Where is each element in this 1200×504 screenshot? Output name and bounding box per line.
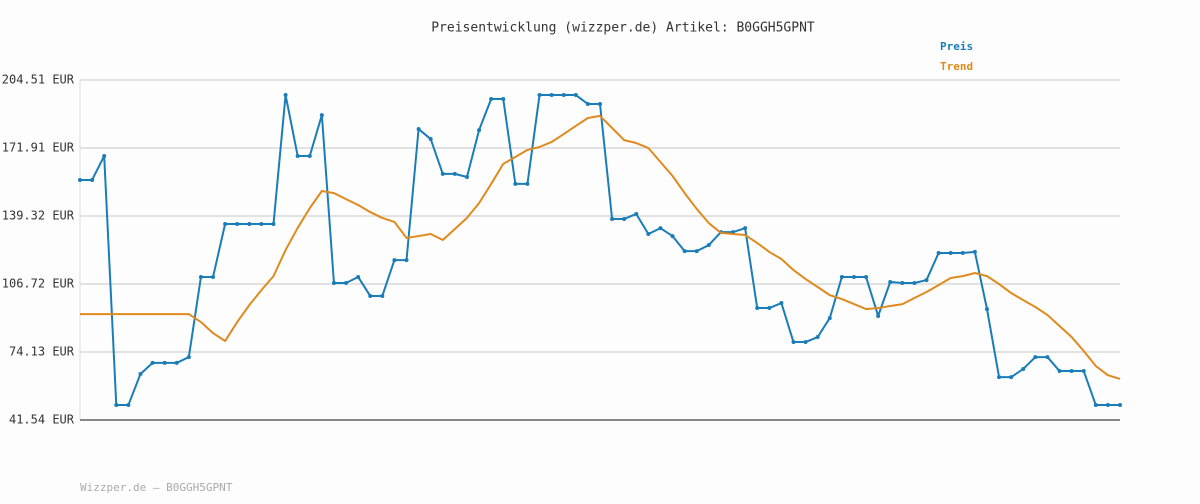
point-marker — [356, 274, 361, 279]
y-tick-label: 139.32 EUR — [2, 209, 75, 223]
point-marker — [537, 93, 542, 98]
y-tick-label: 41.54 EUR — [9, 413, 75, 427]
point-marker — [972, 249, 977, 254]
point-marker — [404, 258, 409, 263]
point-marker — [585, 102, 590, 107]
point-marker — [344, 281, 349, 286]
point-marker — [235, 221, 240, 226]
point-marker — [223, 221, 228, 226]
point-marker — [477, 128, 482, 133]
point-marker — [1057, 369, 1062, 374]
point-marker — [271, 221, 276, 226]
point-marker — [912, 281, 917, 286]
footer: Wizzper.de – B0GGH5GPNT — [80, 481, 233, 494]
point-marker — [791, 340, 796, 345]
point-marker — [525, 181, 530, 186]
y-tick-label: 171.91 EUR — [2, 141, 75, 155]
point-marker — [549, 93, 554, 98]
point-marker — [464, 175, 469, 180]
point-marker — [331, 281, 336, 286]
point-marker — [815, 335, 820, 340]
point-marker — [1118, 403, 1122, 408]
point-marker — [138, 371, 143, 376]
point-marker — [573, 93, 578, 98]
point-marker — [114, 403, 119, 408]
point-marker — [1081, 369, 1086, 374]
point-marker — [864, 274, 869, 279]
point-marker — [622, 216, 627, 221]
point-marker — [440, 171, 445, 176]
point-marker — [307, 153, 312, 158]
point-marker — [1033, 355, 1038, 360]
point-marker — [247, 221, 252, 226]
point-marker — [694, 249, 699, 254]
point-marker — [743, 226, 748, 231]
point-marker — [936, 250, 941, 255]
point-marker — [876, 313, 881, 318]
point-marker — [126, 403, 131, 408]
y-tick-label: 204.51 EUR — [2, 73, 75, 87]
point-marker — [1093, 403, 1098, 408]
point-marker — [634, 211, 639, 216]
point-marker — [259, 221, 264, 226]
point-marker — [380, 293, 385, 298]
y-tick-label: 106.72 EUR — [2, 277, 75, 291]
point-marker — [1009, 375, 1014, 380]
point-marker — [997, 375, 1002, 380]
point-marker — [984, 307, 989, 312]
point-marker — [198, 274, 203, 279]
point-marker — [948, 250, 953, 255]
point-marker — [779, 301, 784, 306]
point-marker — [452, 171, 457, 176]
chart-title: Preisentwicklung (wizzper.de) Artikel: B… — [431, 21, 815, 36]
point-marker — [174, 360, 179, 365]
point-marker — [150, 360, 155, 365]
point-marker — [211, 274, 216, 279]
point-marker — [646, 231, 651, 236]
point-marker — [319, 113, 324, 118]
legend-label: Trend — [940, 60, 973, 73]
point-marker — [513, 181, 518, 186]
point-marker — [186, 355, 191, 360]
point-marker — [428, 137, 433, 142]
point-marker — [658, 226, 663, 231]
point-marker — [283, 93, 288, 98]
point-marker — [1021, 366, 1026, 371]
point-marker — [1045, 355, 1050, 360]
point-marker — [900, 281, 905, 286]
point-marker — [501, 97, 506, 102]
point-marker — [489, 97, 494, 102]
point-marker — [851, 274, 856, 279]
point-marker — [561, 93, 566, 98]
point-marker — [1105, 403, 1110, 408]
point-marker — [839, 274, 844, 279]
point-marker — [368, 293, 373, 298]
point-marker — [767, 306, 772, 311]
point-marker — [90, 177, 95, 182]
point-marker — [598, 102, 602, 107]
point-marker — [924, 278, 929, 283]
point-marker — [960, 250, 965, 255]
point-marker — [102, 153, 107, 158]
point-marker — [827, 316, 832, 321]
point-marker — [162, 360, 167, 365]
point-marker — [416, 127, 421, 132]
point-marker — [1069, 369, 1074, 374]
point-marker — [803, 340, 808, 345]
point-marker — [706, 243, 711, 248]
series-line — [80, 114, 1121, 380]
point-marker — [888, 279, 893, 284]
point-marker — [755, 306, 760, 311]
point-marker — [392, 258, 397, 263]
point-marker — [295, 153, 300, 158]
point-marker — [610, 216, 615, 221]
point-marker — [682, 249, 687, 254]
point-marker — [670, 234, 675, 239]
y-tick-label: 74.13 EUR — [9, 345, 75, 359]
point-marker — [78, 177, 82, 182]
legend-label: Preis — [940, 40, 973, 53]
